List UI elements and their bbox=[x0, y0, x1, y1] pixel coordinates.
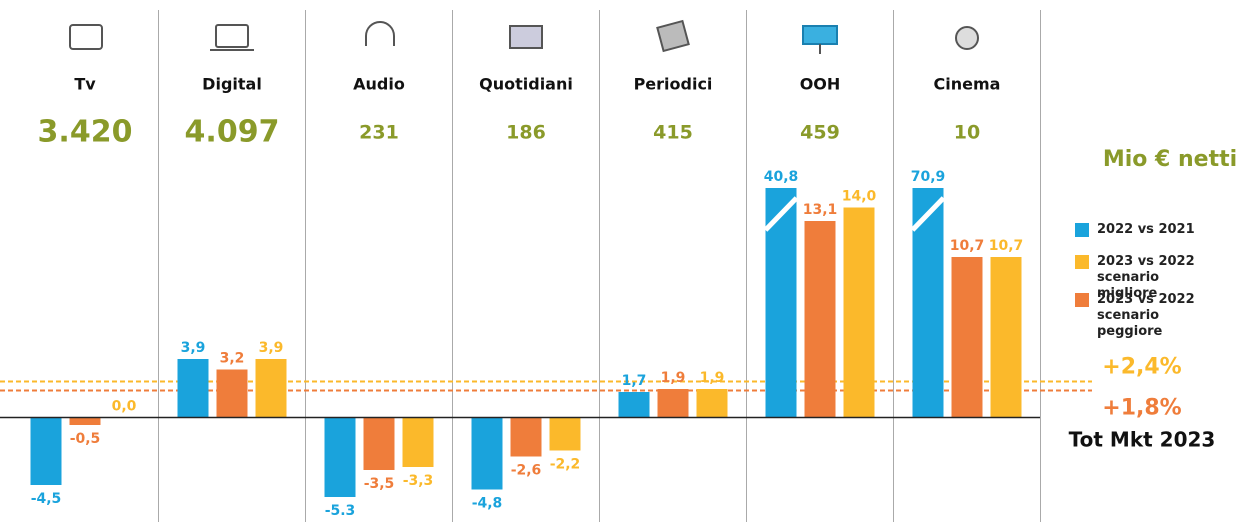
billboard-icon bbox=[802, 25, 838, 45]
legend-swatch bbox=[1075, 293, 1089, 307]
bar bbox=[990, 257, 1022, 418]
headphones-icon bbox=[365, 21, 395, 46]
bar bbox=[402, 417, 434, 467]
value-label: 10,7 bbox=[950, 238, 985, 254]
bar bbox=[804, 221, 836, 418]
bar bbox=[951, 257, 983, 418]
laptop-icon bbox=[215, 24, 249, 48]
reference-caption: Tot Mkt 2023 bbox=[1069, 428, 1216, 452]
legend-swatch bbox=[1075, 255, 1089, 269]
bar bbox=[843, 207, 875, 418]
category-total: 3.420 bbox=[38, 115, 133, 150]
icons bbox=[69, 19, 979, 54]
category-total: 186 bbox=[506, 122, 546, 144]
category-total: 459 bbox=[800, 122, 840, 144]
value-label: 1,7 bbox=[622, 373, 647, 389]
category-label: OOH bbox=[800, 75, 841, 94]
bar bbox=[363, 417, 395, 470]
category-total: 415 bbox=[653, 122, 693, 144]
axis-break bbox=[910, 196, 946, 232]
value-label: -2,6 bbox=[511, 463, 542, 479]
reference-label: +1,8% bbox=[1102, 396, 1181, 421]
bar bbox=[657, 389, 689, 418]
value-label: 40,8 bbox=[764, 169, 799, 185]
tv-icon bbox=[69, 24, 103, 50]
axis-break bbox=[763, 196, 799, 232]
category-label: Digital bbox=[202, 75, 262, 94]
value-label: 3,9 bbox=[259, 340, 284, 356]
value-label: -5.3 bbox=[325, 503, 356, 519]
value-label: -3,3 bbox=[403, 473, 434, 489]
category-total: 10 bbox=[954, 122, 980, 144]
bar bbox=[30, 417, 62, 485]
legend-label: 2022 vs 2021 bbox=[1097, 222, 1195, 237]
category-label: Quotidiani bbox=[479, 75, 573, 94]
category-total: 4.097 bbox=[185, 115, 280, 150]
legend-item: 2023 vs 2022 scenario migliore bbox=[1075, 254, 1217, 302]
cinema-icon bbox=[955, 26, 979, 50]
value-label: -3,5 bbox=[364, 476, 395, 492]
bar bbox=[216, 369, 248, 418]
legend-label: 2023 vs 2022 scenario migliore bbox=[1097, 254, 1195, 301]
bar bbox=[324, 417, 356, 497]
bar bbox=[618, 392, 650, 418]
value-label: -4,5 bbox=[31, 491, 62, 507]
value-label: -0,5 bbox=[70, 431, 101, 447]
bar bbox=[471, 417, 503, 490]
bar bbox=[69, 417, 101, 425]
legend-item: 2023 vs 2022 scenario peggiore bbox=[1075, 292, 1217, 340]
value-label: 0,0 bbox=[112, 399, 137, 415]
totals-unit: Mio € netti bbox=[1103, 147, 1237, 172]
legend-item: 2022 vs 2021 bbox=[1075, 222, 1217, 238]
value-label: 10,7 bbox=[989, 238, 1024, 254]
value-label: 1,9 bbox=[700, 370, 725, 386]
reference-label: +2,4% bbox=[1102, 355, 1181, 380]
news-icon bbox=[509, 25, 543, 49]
category-total: 231 bbox=[359, 122, 399, 144]
magazine-icon bbox=[656, 19, 690, 53]
value-label: -4,8 bbox=[472, 496, 503, 512]
bar bbox=[510, 417, 542, 457]
category-label: Cinema bbox=[934, 75, 1001, 94]
value-label: 1,9 bbox=[661, 370, 686, 386]
bar bbox=[696, 389, 728, 418]
value-label: 70,9 bbox=[911, 169, 946, 185]
value-label: 3,2 bbox=[220, 351, 245, 367]
category-label: Tv bbox=[74, 75, 96, 94]
bar bbox=[255, 359, 287, 418]
bar bbox=[549, 417, 581, 451]
bar bbox=[177, 359, 209, 418]
legend-swatch bbox=[1075, 223, 1089, 237]
value-label: 13,1 bbox=[803, 202, 838, 218]
category-label: Periodici bbox=[634, 75, 713, 94]
value-label: 14,0 bbox=[842, 189, 877, 205]
legend-label: 2023 vs 2022 scenario peggiore bbox=[1097, 292, 1195, 339]
value-label: -2,2 bbox=[550, 457, 581, 473]
category-label: Audio bbox=[353, 75, 405, 94]
value-label: 3,9 bbox=[181, 340, 206, 356]
